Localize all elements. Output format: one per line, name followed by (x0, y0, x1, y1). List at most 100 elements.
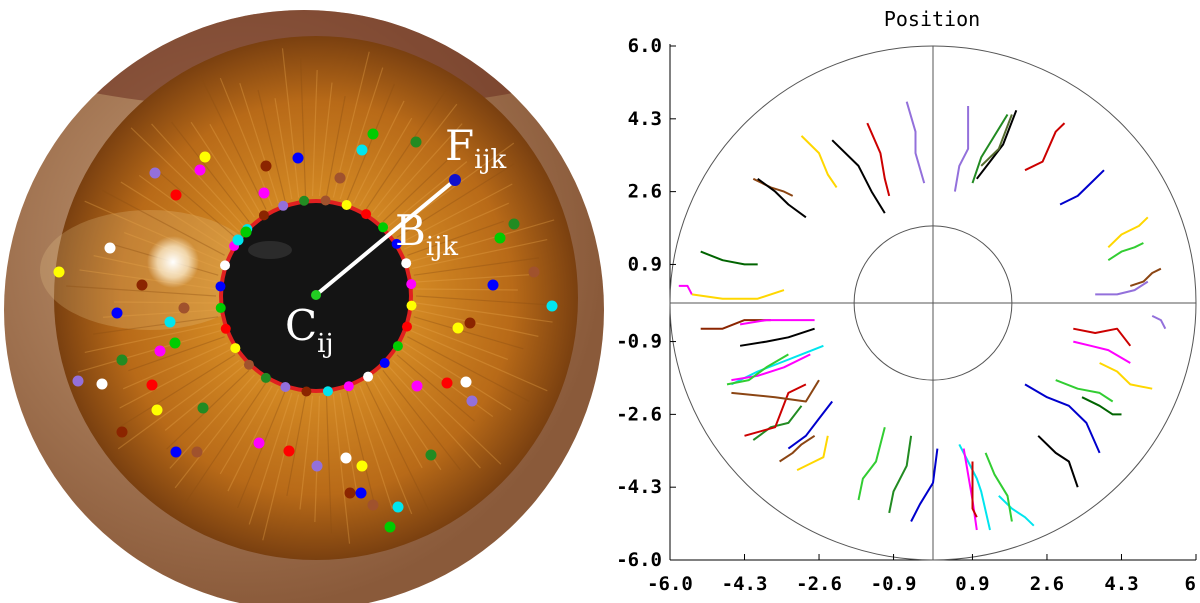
boundary-dot (230, 343, 241, 354)
boundary-dot (391, 238, 402, 249)
feature-dot (53, 266, 65, 278)
series-line-45 (739, 327, 815, 347)
boundary-dot (260, 372, 271, 383)
series-line-29 (962, 448, 978, 531)
boundary-dot (243, 359, 254, 370)
series-line-20 (1151, 314, 1167, 330)
feature-dot (178, 302, 190, 314)
series-line-13 (980, 114, 1013, 167)
label-b: Bijk (395, 206, 458, 262)
feature-dot (356, 144, 368, 156)
iris-fiber (181, 382, 267, 508)
series-line-37 (779, 434, 816, 463)
series-line-42 (730, 344, 824, 386)
feature-dot (340, 452, 352, 464)
iris-fiber (227, 388, 280, 492)
iris-fiber (117, 359, 240, 450)
boundary-dot (406, 300, 417, 311)
y-axis-ticks: 6.0 4.3 2.6 0.9 -0.9 -2.6 -4.3 -6.0 (616, 35, 676, 571)
boundary-dot (401, 321, 412, 332)
y-tick-label: 2.6 (628, 181, 662, 203)
series-line-8 (678, 284, 693, 295)
series-line-4 (800, 135, 838, 188)
feature-dot (384, 521, 396, 533)
feature-dot (487, 279, 499, 291)
feature-dot (240, 226, 252, 238)
boundary-dot (258, 210, 269, 221)
iris-fiber (414, 274, 529, 283)
chart-title: Position (884, 7, 980, 31)
iris-fiber (325, 96, 346, 197)
position-chart: Position 6.0 4.3 2.6 0.9 -0.9 -2.6 -4.3 -6.0 -6… (616, 7, 1200, 595)
iris-fiber (171, 121, 250, 223)
feature-dot (392, 501, 404, 513)
iris-fiber (382, 369, 461, 471)
iris-fiber (415, 302, 553, 323)
iris-fiber (300, 58, 307, 197)
iris-fiber (352, 388, 393, 509)
boundary-dot (363, 371, 374, 382)
iris-fiber (387, 161, 468, 227)
feature-dot (116, 426, 128, 438)
iris-fiber (311, 69, 318, 197)
iris-fiber (130, 127, 240, 233)
iris-fiber (77, 329, 223, 373)
feature-dot (466, 395, 478, 407)
feature-dot (356, 460, 368, 472)
feature-dot (460, 376, 472, 388)
feature-dot (452, 322, 464, 334)
series-line-32 (984, 452, 1013, 522)
feature-dot (253, 437, 265, 449)
feature-dot (149, 167, 161, 179)
iris-fiber (102, 190, 225, 256)
series-line-3 (831, 139, 886, 214)
boundary-dot (215, 302, 226, 313)
center-crosshair (670, 46, 1196, 560)
iris-fiber (237, 390, 286, 509)
x-tick-label: -2.6 (796, 573, 842, 595)
boundary-dot (280, 381, 291, 392)
feature-dot (411, 380, 423, 392)
iris-fiber (346, 83, 395, 202)
y-tick-label: -0.9 (616, 331, 662, 353)
series-line-34 (888, 435, 913, 514)
feature-points (53, 128, 558, 533)
series-line-36 (796, 435, 829, 471)
series-line-21 (1073, 327, 1132, 347)
iris-fiber (117, 354, 236, 429)
x-tick-label: -4.3 (722, 573, 768, 595)
inner-circle (853, 225, 1013, 381)
feature-dot (96, 378, 108, 390)
iris-fiber (122, 342, 228, 390)
series-line-17 (1107, 242, 1144, 262)
iris-fiber (409, 329, 548, 392)
iris-fiber (365, 382, 433, 518)
feature-dot (199, 151, 211, 163)
boundary-dot (406, 279, 417, 290)
feature-dot (494, 232, 506, 244)
iris-fiber (190, 121, 255, 218)
iris-fiber (407, 336, 530, 402)
iris-fiber (371, 378, 423, 469)
series-line-27 (1037, 435, 1079, 488)
feature-dot (258, 187, 270, 199)
iris-fiber (409, 219, 555, 263)
iris-fiber (415, 295, 566, 307)
boundary-dot (378, 222, 389, 233)
boundary-dot (322, 386, 333, 397)
iris-fiber (325, 395, 332, 534)
iris-fiber (377, 123, 463, 218)
feature-dot (355, 487, 367, 499)
iris-fiber (403, 342, 512, 411)
iris-fiber (404, 202, 510, 250)
trajectory-series (678, 101, 1167, 531)
iris-fiber (318, 82, 333, 197)
feature-dot (367, 499, 379, 511)
iris-fiber (79, 269, 217, 290)
iris-fiber (262, 394, 300, 541)
feature-dot (116, 354, 128, 366)
iris-fiber (103, 309, 218, 318)
feature-dot (441, 377, 453, 389)
boundary-dot (220, 260, 231, 271)
